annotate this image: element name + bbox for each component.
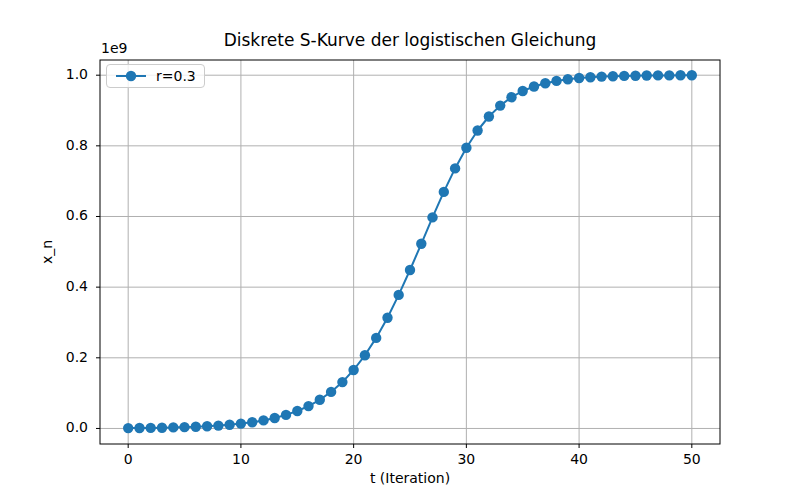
legend: r=0.3 [106,64,205,88]
figure: Diskrete S-Kurve der logistischen Gleich… [0,0,800,500]
data-point-marker [551,76,561,86]
data-point-marker [326,387,336,397]
data-point-marker [427,212,437,222]
data-point-marker [348,365,358,375]
data-point-marker [664,70,674,80]
data-point-marker [168,422,178,432]
y-tick-label: 0.2 [28,350,88,365]
data-point-marker [303,401,313,411]
legend-line-marker-icon [115,70,147,82]
data-point-marker [461,143,471,153]
data-point-marker [292,406,302,416]
data-point-marker [270,413,280,423]
x-tick-label: 30 [441,452,491,467]
data-point-marker [687,70,697,80]
data-point-marker [123,423,133,433]
data-point-marker [585,72,595,82]
data-point-marker [495,100,505,110]
data-point-marker [416,239,426,249]
data-point-marker [315,395,325,405]
data-point-marker [337,377,347,387]
legend-entry-label: r=0.3 [156,69,196,84]
y-tick-label: 0.6 [28,208,88,223]
data-point-marker [574,73,584,83]
data-point-marker [439,187,449,197]
data-point-marker [518,86,528,96]
data-point-marker [506,92,516,102]
x-tick-label: 40 [554,452,604,467]
chart-title: Diskrete S-Kurve der logistischen Gleich… [100,31,720,51]
data-point-marker [371,333,381,343]
data-point-marker [258,415,268,425]
data-point-marker [213,420,223,430]
data-point-marker [563,74,573,84]
data-point-marker [405,265,415,275]
y-axis-label: x_n [40,240,54,264]
y-axis-offset-label: 1e9 [101,41,127,56]
data-point-marker [202,421,212,431]
data-point-marker [157,423,167,433]
y-tick-label: 0.0 [28,420,88,435]
data-point-marker [134,423,144,433]
series-line [128,75,692,428]
data-point-marker [191,422,201,432]
data-point-marker [529,81,539,91]
axes-spines [100,60,720,444]
data-point-marker [675,70,685,80]
data-point-marker [540,78,550,88]
x-tick-label: 20 [329,452,379,467]
data-point-marker [247,417,257,427]
data-point-marker [472,125,482,135]
x-tick-label: 0 [103,452,153,467]
x-axis-label: t (Iteration) [100,471,720,486]
data-point-marker [596,71,606,81]
data-point-marker [224,420,234,430]
data-point-marker [630,71,640,81]
y-tick-label: 1.0 [28,67,88,82]
data-point-marker [608,71,618,81]
data-point-marker [653,70,663,80]
data-point-marker [236,418,246,428]
data-point-marker [360,350,370,360]
x-tick-label: 50 [667,452,717,467]
data-point-marker [179,422,189,432]
data-point-marker [642,70,652,80]
data-point-marker [281,410,291,420]
data-point-marker [146,423,156,433]
data-point-marker [450,163,460,173]
data-point-marker [619,71,629,81]
data-point-marker [484,111,494,121]
x-tick-label: 10 [216,452,266,467]
data-point-marker [394,290,404,300]
data-point-marker [382,313,392,323]
y-tick-label: 0.8 [28,138,88,153]
y-tick-label: 0.4 [28,279,88,294]
